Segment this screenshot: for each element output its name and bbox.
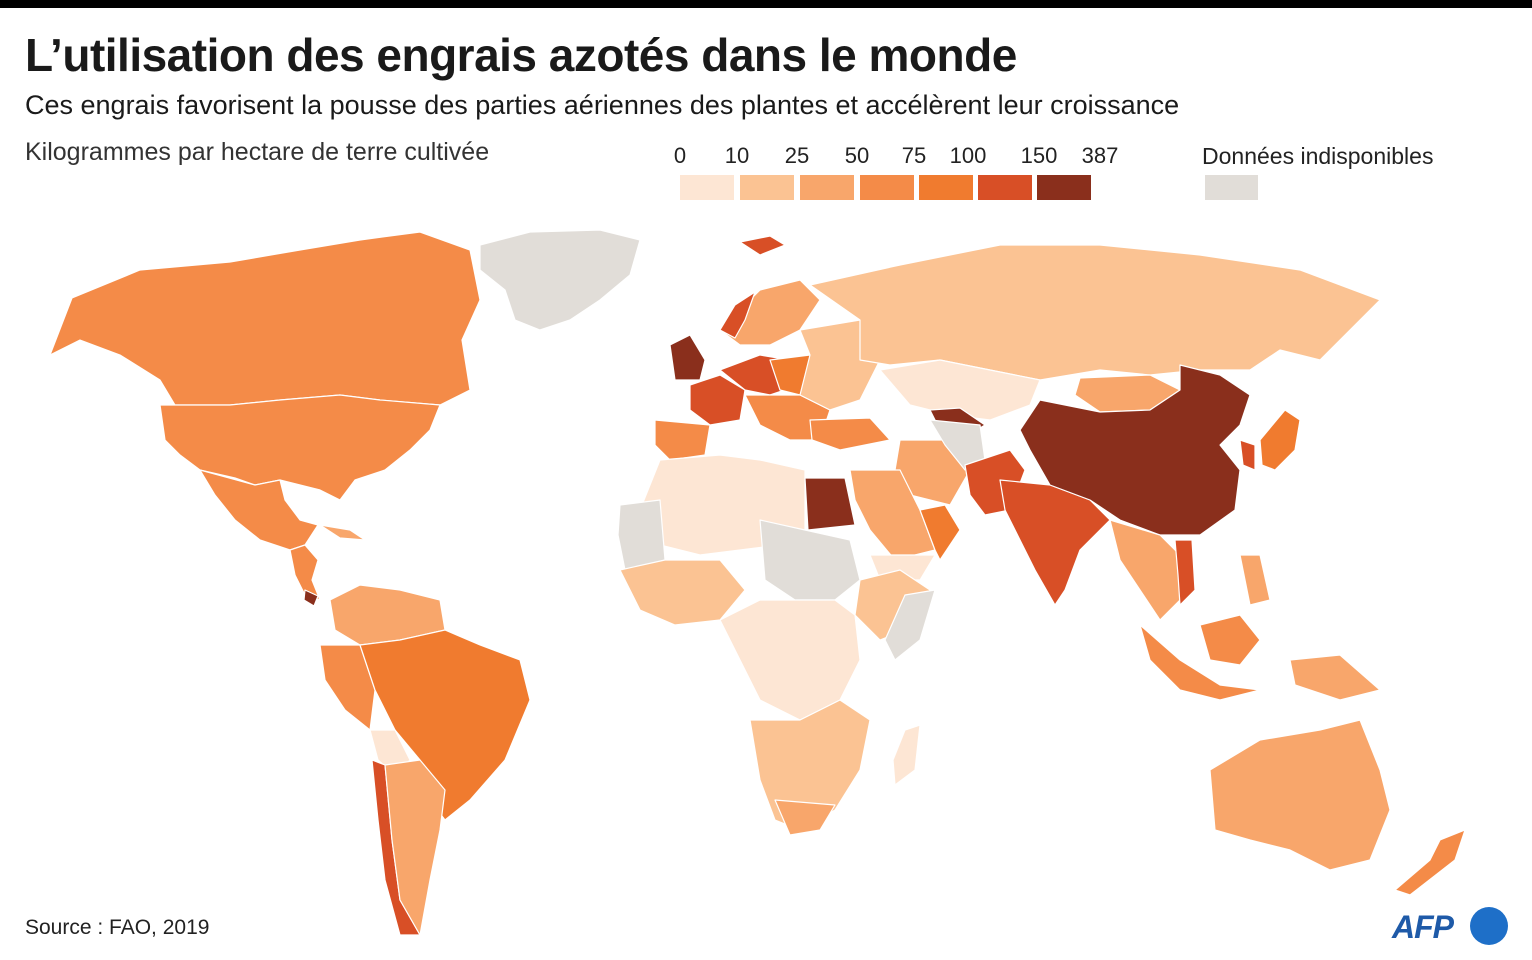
legend-break-label: 50 <box>844 143 870 168</box>
no-data-label: Données indisponibles <box>1202 143 1434 169</box>
country-uk <box>669 334 706 381</box>
legend-swatch-25-50 <box>800 175 854 200</box>
country-central-america <box>289 544 321 601</box>
country-vietnam <box>1174 539 1196 606</box>
country-norway <box>719 291 756 339</box>
legend-swatch-50-75 <box>860 175 914 200</box>
country-turkey <box>809 417 891 451</box>
no-data-swatch <box>1205 175 1258 200</box>
legend-break-label: 100 <box>949 143 987 168</box>
world-map <box>49 229 1466 936</box>
legend-swatch-150-387 <box>1037 175 1091 200</box>
country-australia <box>1209 719 1391 871</box>
country-france <box>689 374 746 426</box>
country-mexico <box>199 469 319 551</box>
country-madagascar <box>892 724 921 786</box>
unit-label: Kilogrammes par hectare de terre cultivé… <box>25 138 490 166</box>
legend-swatch-100-150 <box>978 175 1032 200</box>
country-south-africa <box>774 799 836 836</box>
country-borneo-sulawesi <box>1199 614 1261 666</box>
country-canada <box>49 231 481 406</box>
afp-logo-dot-icon <box>1470 907 1508 945</box>
legend-swatch-10-25 <box>740 175 794 200</box>
country-iceland <box>739 235 786 256</box>
country-southeast-asia <box>1109 519 1186 621</box>
country-chad-sudan <box>759 519 861 601</box>
top-rule <box>0 0 1532 8</box>
country-japan <box>1259 409 1301 471</box>
country-cuba <box>319 524 366 541</box>
country-iberia <box>654 419 711 461</box>
country-new-zealand <box>1394 829 1466 896</box>
country-central-africa <box>719 599 861 721</box>
country-mauritania <box>617 499 666 571</box>
country-brazil <box>359 629 531 821</box>
legend-break-label: 150 <box>1020 143 1058 168</box>
country-west-africa <box>619 559 746 626</box>
legend-break-label: 75 <box>901 143 927 168</box>
country-kazakhstan <box>879 359 1041 421</box>
legend-swatch-0-10 <box>680 175 734 200</box>
country-scandinavia <box>719 279 821 346</box>
afp-logo: AFP <box>1392 905 1510 949</box>
map-subtitle: Ces engrais favorisent la pousse des par… <box>25 90 1180 120</box>
country-papua <box>1289 654 1381 701</box>
country-usa <box>159 394 441 501</box>
country-china <box>1019 364 1251 536</box>
legend-swatch-75-100 <box>919 175 973 200</box>
country-somalia <box>884 589 936 661</box>
legend-break-label: 25 <box>784 143 810 168</box>
source-note: Source : FAO, 2019 <box>25 916 210 939</box>
legend-break-label: 10 <box>724 143 750 168</box>
country-southern-africa <box>749 699 871 831</box>
country-russia <box>809 244 1381 381</box>
country-oman-uae <box>919 504 961 561</box>
country-argentina <box>384 759 446 936</box>
country-greenland <box>479 229 641 331</box>
country-egypt <box>804 477 856 531</box>
map-title: L’utilisation des engrais azotés dans le… <box>25 29 1017 81</box>
country-indonesia <box>1139 624 1261 701</box>
country-costa-rica <box>303 589 319 607</box>
legend-break-label: 387 <box>1081 143 1119 168</box>
country-philippines <box>1239 554 1271 606</box>
legend-break-label: 0 <box>673 143 687 168</box>
afp-logo-text: AFP <box>1392 909 1454 945</box>
country-korea <box>1239 439 1256 471</box>
